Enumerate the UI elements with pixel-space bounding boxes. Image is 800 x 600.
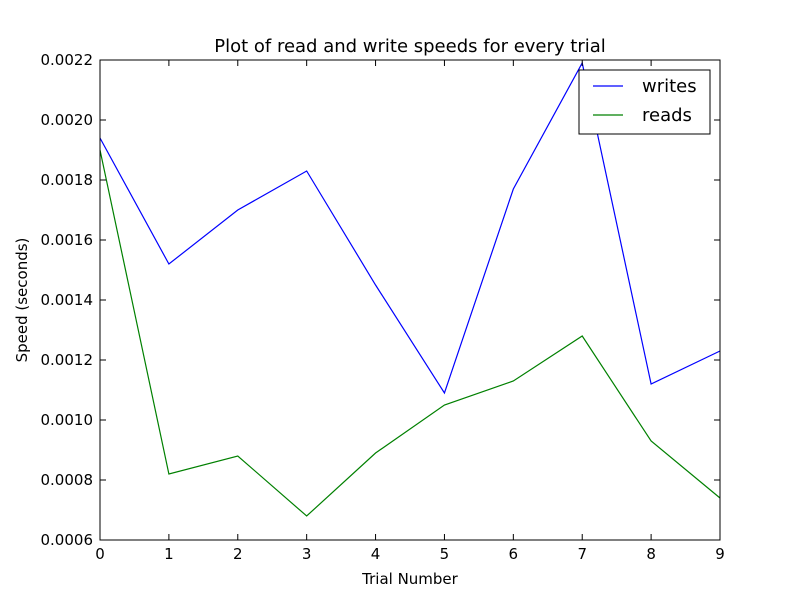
x-axis: 0 1 2 3 4 5 6 7 8 9: [95, 60, 725, 563]
plot-area: [99, 61, 721, 517]
x-tick-label: 1: [164, 545, 174, 563]
x-tick-label: 2: [233, 545, 243, 563]
legend: writes reads: [578, 69, 711, 135]
legend-label-reads: reads: [642, 105, 692, 126]
x-tick-label: 7: [577, 545, 587, 563]
x-tick-label: 5: [440, 545, 450, 563]
legend-box: [578, 69, 711, 135]
y-tick-label: 0.0016: [41, 231, 94, 249]
x-tick-label: 6: [509, 545, 519, 563]
x-tick-label: 0: [95, 545, 105, 563]
x-tick-label: 8: [646, 545, 656, 563]
y-tick-label: 0.0020: [41, 111, 94, 129]
y-tick-label: 0.0010: [41, 411, 94, 429]
y-tick-label: 0.0014: [41, 291, 94, 309]
y-axis: 0.0006 0.0008 0.0010 0.0012 0.0014 0.0016 0.00…: [41, 51, 720, 549]
x-tick-label: 9: [715, 545, 725, 563]
chart-title: Plot of read and write speeds for every …: [214, 36, 606, 57]
y-tick-label: 0.0008: [41, 471, 94, 489]
legend-label-writes: writes: [642, 76, 697, 97]
y-tick-label: 0.0022: [41, 51, 94, 69]
y-tick-label: 0.0006: [41, 531, 94, 549]
x-tick-label: 4: [371, 545, 381, 563]
y-axis-label: Speed (seconds): [13, 238, 31, 363]
y-tick-label: 0.0012: [41, 351, 94, 369]
x-axis-label: Trial Number: [361, 570, 459, 588]
y-tick-label: 0.0018: [41, 171, 94, 189]
x-tick-label: 3: [302, 545, 312, 563]
series-line-writes: [99, 61, 721, 395]
series-line-reads: [99, 149, 721, 517]
